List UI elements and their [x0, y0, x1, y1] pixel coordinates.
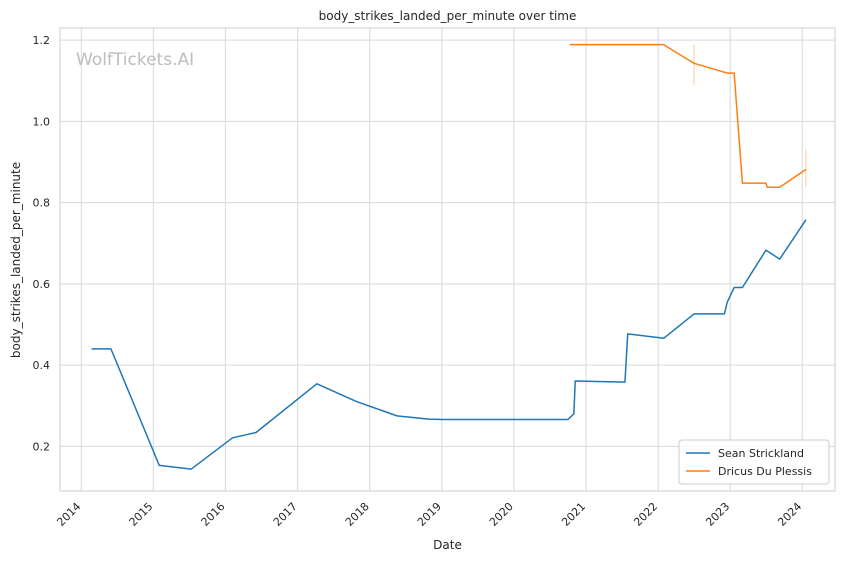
- x-tick-label: 2016: [199, 500, 228, 529]
- y-tick-label: 1.0: [33, 115, 51, 128]
- y-tick-label: 0.8: [33, 197, 51, 210]
- legend-label-dricus-du-plessis: Dricus Du Plessis: [718, 465, 812, 478]
- chart-title: body_strikes_landed_per_minute over time: [319, 9, 577, 23]
- x-tick-label: 2019: [415, 500, 444, 529]
- x-tick-label: 2023: [703, 500, 732, 529]
- x-tick-label: 2015: [127, 500, 156, 529]
- series-line-sean-strickland: [91, 219, 807, 470]
- y-axis-ticks: 0.2 0.4 0.6 0.8 1.0 1.2: [33, 34, 51, 453]
- series-layer: [91, 43, 807, 470]
- x-tick-label: 2018: [343, 500, 372, 529]
- y-tick-label: 0.4: [33, 359, 51, 372]
- plot-frame: [59, 27, 836, 492]
- x-axis-title: Date: [433, 538, 462, 552]
- x-tick-label: 2014: [54, 500, 83, 529]
- legend-label-sean-strickland: Sean Strickland: [718, 447, 804, 460]
- grid: [60, 28, 835, 491]
- x-tick-label: 2024: [775, 500, 804, 529]
- legend-box: [678, 439, 830, 485]
- x-tick-label: 2022: [631, 500, 660, 529]
- x-axis-ticks: 2014 2015 2016 2017 2018 2019 2020 2021 2022 2023…: [54, 500, 804, 529]
- legend: Sean Strickland Dricus Du Plessis: [678, 439, 830, 485]
- y-tick-label: 0.6: [33, 278, 51, 291]
- y-tick-label: 0.2: [33, 440, 51, 453]
- series-line-dricus-du-plessis: [569, 43, 807, 188]
- y-tick-label: 1.2: [33, 34, 51, 47]
- x-tick-label: 2021: [559, 500, 588, 529]
- x-tick-label: 2017: [271, 500, 300, 529]
- x-tick-label: 2020: [487, 500, 516, 529]
- watermark: WolfTickets.AI: [76, 50, 194, 70]
- y-axis-title: body_strikes_landed_per_minute: [9, 162, 23, 358]
